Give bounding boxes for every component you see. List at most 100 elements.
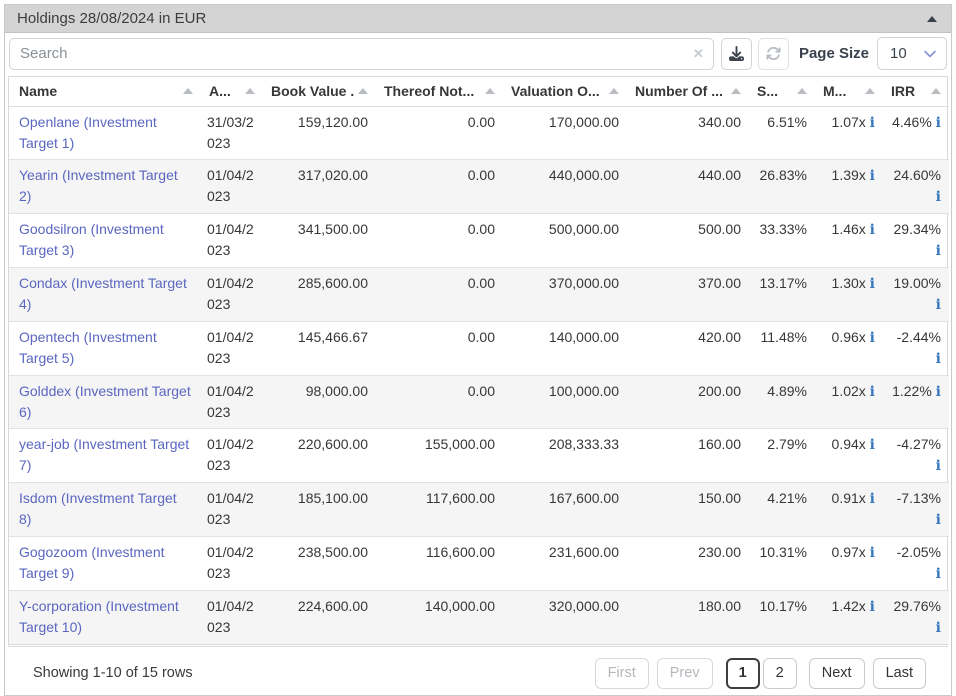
column-header-share[interactable]: S... (749, 77, 815, 107)
info-icon[interactable]: i (935, 296, 941, 313)
cell-share: 2.79% (767, 435, 807, 452)
cell-multiple: 0.91x i (831, 489, 875, 507)
cell-share: 13.17% (759, 274, 807, 291)
info-icon[interactable]: i (869, 329, 875, 346)
column-header-number-of[interactable]: Number Of ... (627, 77, 749, 107)
page-button-next[interactable]: Next (808, 657, 865, 689)
cell-book_value: 185,100.00 (297, 489, 368, 506)
cell-name: Yearin (Investment Target 2) (9, 159, 201, 213)
cell-thereof_not: 0.00 (467, 328, 495, 345)
info-icon[interactable]: i (935, 242, 941, 259)
investment-target-link[interactable]: Golddex (Investment Target 6) (19, 382, 191, 420)
cell-number_of: 150.00 (698, 489, 741, 506)
sort-caret-up-icon (931, 88, 941, 95)
cell-multiple: 1.07x i (831, 113, 875, 131)
cell-share: 11.48% (760, 328, 807, 345)
info-icon[interactable]: i (869, 544, 875, 561)
cell-multiple: 0.96x i (831, 328, 875, 346)
download-icon (728, 46, 744, 61)
cell-irr: 1.22% i (892, 382, 941, 400)
cell-book_value: 238,500.00 (297, 543, 368, 560)
cell-thereof_not: 0.00 (467, 382, 495, 399)
info-icon[interactable]: i (869, 598, 875, 615)
table-row: Golddex (Investment Target 6) 01/04/2023 9… (9, 375, 949, 428)
column-header-multiple[interactable]: M... (815, 77, 883, 107)
info-icon[interactable]: i (935, 114, 941, 131)
info-icon[interactable]: i (869, 436, 875, 453)
cell-irr: -2.05% i (896, 543, 941, 582)
search-input[interactable] (9, 37, 714, 70)
investment-target-link[interactable]: Isdom (Investment Target 8) (19, 489, 177, 527)
toolbar: ✕ Page Size 10 (9, 37, 947, 70)
investment-target-link[interactable]: year-job (Investment Target 7) (19, 435, 190, 473)
cell-book_value: 317,020.00 (297, 166, 368, 183)
cell-irr: 24.60% i (893, 166, 941, 205)
table-row: Y-corporation (Investment Target 10) 01/0… (9, 590, 949, 644)
info-icon[interactable]: i (935, 619, 941, 636)
investment-target-link[interactable]: Opentech (Investment Target 5) (19, 328, 157, 366)
info-icon[interactable]: i (935, 188, 941, 205)
info-icon[interactable]: i (869, 167, 875, 184)
sort-caret-up-icon (609, 88, 619, 95)
cell-irr: 4.46% i (892, 113, 941, 131)
cell-name: Openlane (Investment Target 1) (9, 106, 201, 159)
panel-body: ✕ Page Size 10 (5, 33, 951, 695)
info-icon[interactable]: i (935, 457, 941, 474)
column-header-valuation[interactable]: Valuation O... (503, 77, 627, 107)
cell-book_value: 159,120.00 (297, 113, 368, 130)
cell-book_value: 98,000.00 (305, 382, 368, 399)
table-row: Goodsilron (Investment Target 3) 01/04/20… (9, 213, 949, 267)
info-icon[interactable]: i (869, 275, 875, 292)
page-button-1[interactable]: 1 (725, 657, 760, 689)
column-header-name[interactable]: Name (9, 77, 201, 107)
investment-target-link[interactable]: Openlane (Investment Target 1) (19, 113, 157, 151)
cell-multiple: 1.46x i (831, 220, 875, 238)
column-header-date[interactable]: A... (201, 77, 263, 107)
info-icon[interactable]: i (935, 350, 941, 367)
table-header: Name A... Book Value ... Thereof Not... … (9, 77, 949, 107)
info-icon[interactable]: i (869, 221, 875, 238)
refresh-button[interactable] (757, 37, 789, 70)
cell-share: 26.83% (759, 166, 807, 183)
investment-target-link[interactable]: Condax (Investment Target 4) (19, 274, 187, 312)
info-icon[interactable]: i (935, 511, 941, 528)
column-header-irr[interactable]: IRR (883, 77, 949, 107)
table-footer: Showing 1-10 of 15 rows First Prev 1 2 Next L… (8, 647, 948, 695)
investment-target-link[interactable]: Y-corporation (Investment Target 10) (19, 597, 179, 635)
page-size-value: 10 (890, 45, 907, 62)
cell-share: 4.21% (767, 489, 807, 506)
column-header-thereof-not[interactable]: Thereof Not... (376, 77, 503, 107)
cell-share: 10.31% (759, 543, 807, 560)
investment-target-link[interactable]: Yearin (Investment Target 2) (19, 166, 178, 204)
cell-multiple: 0.97x i (831, 543, 875, 561)
download-button[interactable] (720, 37, 752, 70)
page-button-last[interactable]: Last (872, 657, 926, 689)
info-icon[interactable]: i (869, 490, 875, 507)
column-header-book-value[interactable]: Book Value ... (263, 77, 376, 107)
sort-caret-up-icon (865, 88, 875, 95)
cell-share: 6.51% (767, 113, 807, 130)
page-button-2[interactable]: 2 (762, 657, 797, 689)
page-size-select[interactable]: 10 (877, 37, 947, 70)
cell-number_of: 370.00 (698, 274, 741, 291)
info-icon[interactable]: i (935, 383, 941, 400)
cell-book_value: 285,600.00 (297, 274, 368, 291)
info-icon[interactable]: i (935, 565, 941, 582)
table-row: Opentech (Investment Target 5) 01/04/2023… (9, 321, 949, 375)
collapse-caret-up-icon[interactable] (927, 16, 937, 22)
cell-name: Golddex (Investment Target 6) (9, 375, 201, 428)
sort-caret-up-icon (485, 88, 495, 95)
cell-valuation: 100,000.00 (548, 382, 619, 399)
info-icon[interactable]: i (869, 383, 875, 400)
cell-name: Isdom (Investment Target 8) (9, 482, 201, 536)
panel-title: Holdings 28/08/2024 in EUR (17, 10, 207, 27)
cell-valuation: 440,000.00 (548, 166, 619, 183)
investment-target-link[interactable]: Goodsilron (Investment Target 3) (19, 220, 164, 258)
clear-search-icon[interactable]: ✕ (693, 45, 704, 61)
cell-irr: 29.76% i (893, 597, 941, 636)
info-icon[interactable]: i (869, 114, 875, 131)
cell-thereof_not: 140,000.00 (424, 597, 495, 614)
cell-share: 4.89% (767, 382, 807, 399)
investment-target-link[interactable]: Gogozoom (Investment Target 9) (19, 543, 165, 581)
cell-valuation: 208,333.33 (548, 435, 619, 452)
